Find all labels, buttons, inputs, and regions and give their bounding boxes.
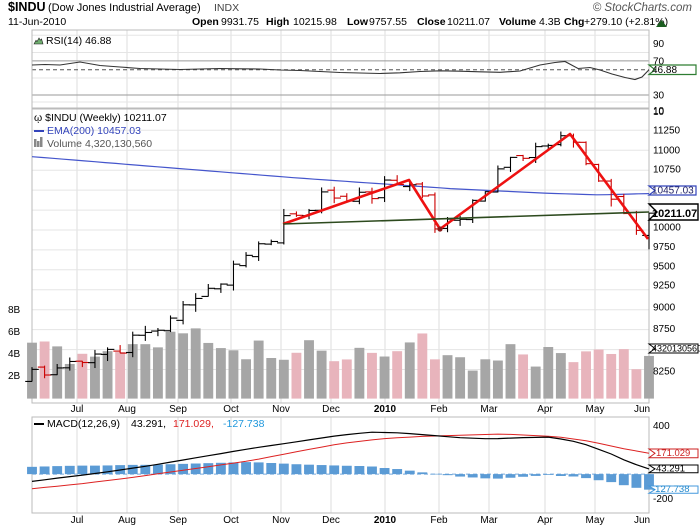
svg-text:10000: 10000 — [653, 223, 681, 234]
svg-text:171.029: 171.029 — [656, 448, 690, 459]
svg-text:171.029,: 171.029, — [173, 418, 214, 430]
svg-text:4320130560: 4320130560 — [652, 344, 700, 354]
svg-text:9500: 9500 — [653, 262, 676, 273]
svg-text:Jul: Jul — [71, 404, 84, 415]
svg-text:Jun: Jun — [634, 515, 650, 526]
svg-text:Aug: Aug — [118, 515, 136, 526]
svg-text:May: May — [586, 404, 605, 415]
svg-text:Jul: Jul — [71, 515, 84, 526]
svg-text:11250: 11250 — [653, 126, 681, 137]
svg-text:-127.738: -127.738 — [652, 484, 690, 495]
svg-text:INDX: INDX — [214, 2, 239, 14]
svg-text:Sep: Sep — [169, 515, 187, 526]
svg-text:Oct: Oct — [223, 404, 239, 415]
svg-text:+279.10 (+2.81%): +279.10 (+2.81%) — [584, 16, 668, 28]
svg-text:10750: 10750 — [653, 165, 681, 176]
svg-text:11-Jun-2010: 11-Jun-2010 — [8, 16, 66, 28]
svg-text:10211.07: 10211.07 — [447, 16, 490, 28]
svg-text:(Dow Jones Industrial Average): (Dow Jones Industrial Average) — [48, 2, 201, 14]
svg-text:43.291: 43.291 — [656, 464, 685, 475]
svg-text:8B: 8B — [8, 305, 21, 316]
svg-text:9750: 9750 — [653, 242, 676, 253]
svg-text:EMA(200) 10457.03: EMA(200) 10457.03 — [47, 125, 141, 137]
svg-text:-127.738: -127.738 — [223, 418, 265, 430]
svg-text:Low: Low — [347, 16, 369, 28]
svg-text:Mar: Mar — [480, 515, 498, 526]
svg-text:90: 90 — [653, 39, 665, 50]
svg-text:8750: 8750 — [653, 324, 676, 335]
svg-text:8250: 8250 — [653, 367, 676, 378]
svg-text:10: 10 — [653, 106, 665, 117]
svg-text:RSI(14) 46.88: RSI(14) 46.88 — [46, 35, 112, 47]
svg-text:10457.03: 10457.03 — [652, 186, 694, 197]
svg-text:10211.07: 10211.07 — [652, 208, 697, 220]
svg-text:-200: -200 — [653, 494, 673, 505]
svg-text:High: High — [266, 16, 289, 28]
svg-text:2B: 2B — [8, 371, 21, 382]
svg-text:Oct: Oct — [223, 515, 239, 526]
svg-text:Close: Close — [417, 16, 446, 28]
svg-text:May: May — [586, 515, 605, 526]
svg-text:Dec: Dec — [322, 404, 340, 415]
svg-text:30: 30 — [653, 91, 665, 102]
svg-text:Apr: Apr — [537, 515, 553, 526]
svg-text:Sep: Sep — [169, 404, 187, 415]
svg-text:10215.98: 10215.98 — [293, 16, 337, 28]
svg-text:46.88: 46.88 — [652, 65, 677, 76]
svg-text:© StockCharts.com: © StockCharts.com — [593, 2, 693, 14]
svg-text:400: 400 — [653, 421, 670, 432]
svg-text:4B: 4B — [8, 349, 21, 360]
svg-text:Mar: Mar — [480, 404, 498, 415]
svg-text:Aug: Aug — [118, 404, 136, 415]
svg-text:Chg: Chg — [564, 16, 584, 28]
svg-text:MACD(12,26,9): MACD(12,26,9) — [47, 418, 120, 430]
svg-text:43.291,: 43.291, — [131, 418, 166, 430]
svg-text:9931.75: 9931.75 — [221, 16, 259, 28]
svg-text:Open: Open — [192, 16, 219, 28]
svg-text:Dec: Dec — [322, 515, 340, 526]
svg-text:9757.55: 9757.55 — [369, 16, 407, 28]
svg-text:Jun: Jun — [634, 404, 650, 415]
svg-text:Feb: Feb — [430, 515, 448, 526]
svg-text:2010: 2010 — [374, 515, 397, 526]
svg-text:6B: 6B — [8, 327, 21, 338]
svg-text:Volume 4,320,130,560: Volume 4,320,130,560 — [47, 138, 152, 150]
svg-text:Nov: Nov — [272, 404, 290, 415]
svg-text:9250: 9250 — [653, 281, 676, 292]
svg-text:$INDU: $INDU — [8, 0, 46, 14]
svg-text:11000: 11000 — [653, 146, 681, 157]
svg-text:9000: 9000 — [653, 303, 676, 314]
svg-text:Feb: Feb — [430, 404, 448, 415]
svg-text:4.3B: 4.3B — [539, 16, 561, 28]
svg-text:Volume: Volume — [499, 16, 536, 28]
svg-text:2010: 2010 — [374, 404, 397, 415]
svg-text:Apr: Apr — [537, 404, 553, 415]
svg-text:Nov: Nov — [272, 515, 290, 526]
svg-text:ῳ $INDU (Weekly) 10211.07: ῳ $INDU (Weekly) 10211.07 — [34, 112, 167, 124]
